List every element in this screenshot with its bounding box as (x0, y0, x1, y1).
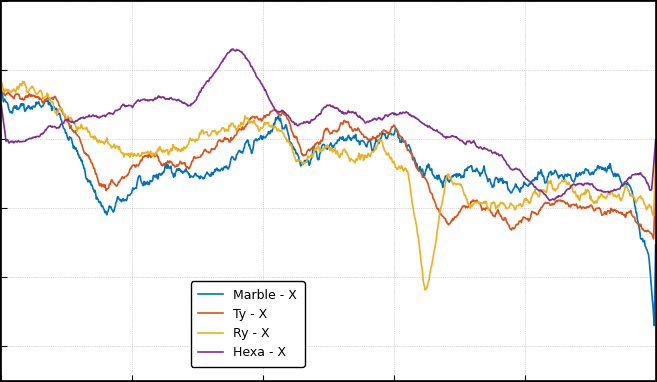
Ty - X (520, 215, 528, 219)
Ty - X (447, 220, 455, 225)
Ry - X (286, 143, 294, 148)
Marble - X (508, 191, 516, 195)
Hexa - X (263, 91, 271, 96)
Line: Hexa - X: Hexa - X (1, 49, 656, 201)
Ty - X (262, 113, 270, 118)
Marble - X (262, 134, 270, 139)
Marble - X (652, 243, 657, 247)
Hexa - X (286, 116, 294, 121)
Hexa - X (509, 167, 516, 172)
Marble - X (447, 176, 455, 181)
Marble - X (520, 183, 528, 188)
Marble - X (0, 84, 5, 88)
Hexa - X (652, 138, 657, 142)
Hexa - X (64, 117, 72, 121)
Ry - X (652, 151, 657, 156)
Ry - X (0, 80, 5, 85)
Hexa - X (545, 199, 553, 203)
Ry - X (19, 79, 27, 84)
Ry - X (521, 197, 529, 201)
Marble - X (64, 138, 72, 142)
Ry - X (421, 288, 429, 292)
Ty - X (652, 176, 657, 180)
Line: Marble - X: Marble - X (1, 86, 656, 325)
Legend: Marble - X, Ty - X, Ry - X, Hexa - X: Marble - X, Ty - X, Ry - X, Hexa - X (191, 281, 305, 367)
Line: Ty - X: Ty - X (1, 83, 656, 239)
Ty - X (286, 121, 294, 126)
Hexa - X (447, 134, 455, 139)
Ry - X (448, 179, 456, 184)
Hexa - X (0, 103, 5, 108)
Hexa - X (520, 175, 528, 179)
Line: Ry - X: Ry - X (1, 81, 656, 290)
Ty - X (650, 237, 657, 241)
Ty - X (64, 120, 72, 125)
Ry - X (65, 116, 73, 121)
Hexa - X (229, 47, 237, 52)
Marble - X (650, 323, 657, 328)
Ry - X (263, 120, 271, 125)
Ry - X (509, 203, 517, 208)
Ty - X (0, 80, 5, 85)
Ty - X (508, 228, 516, 232)
Marble - X (286, 140, 294, 145)
